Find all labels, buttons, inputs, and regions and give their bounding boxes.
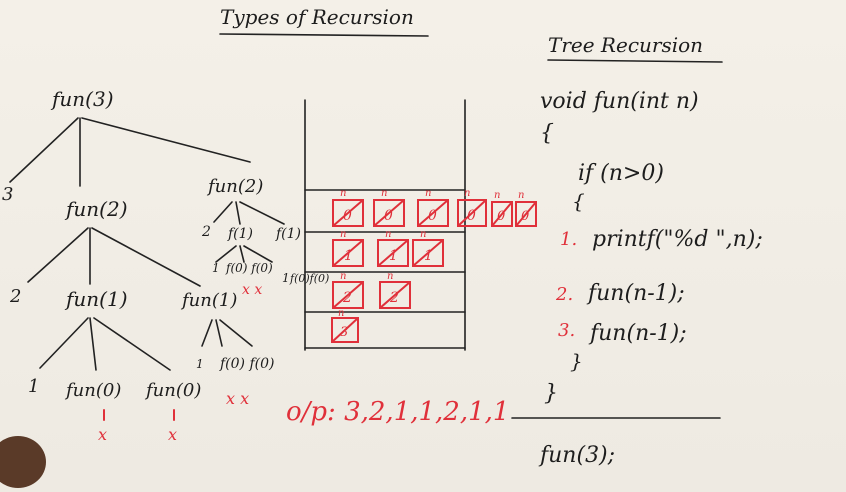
svg-text:0: 0 xyxy=(497,209,505,224)
svg-text:n: n xyxy=(385,229,391,240)
tree-mid-f0-pair: f(0) f(0) xyxy=(219,356,274,372)
code-if-line: if (n>0) xyxy=(578,161,664,186)
tree-root: fun(3) xyxy=(50,87,114,111)
stack-row-1: 0 0 0 0 0 0 xyxy=(332,199,537,227)
svg-text:0: 0 xyxy=(467,208,476,224)
tree-r-f0-pair: f(0) f(0) xyxy=(225,261,273,275)
code-step1: printf("%d ",n); xyxy=(592,227,763,252)
svg-text:n: n xyxy=(340,229,346,240)
tree-l2-right: fun(1) xyxy=(180,290,237,311)
subtitle: Tree Recursion xyxy=(548,33,703,57)
stack-box: 0 xyxy=(457,199,487,227)
tree-r-f1b: f(1) xyxy=(275,226,301,242)
code-open-brace: { xyxy=(540,121,554,146)
code-step3: fun(n-1); xyxy=(588,321,687,346)
svg-text:x x: x x xyxy=(226,389,249,408)
tree-l3-right: fun(0) xyxy=(144,380,201,401)
svg-text:0: 0 xyxy=(521,209,529,224)
title-underline xyxy=(219,33,429,37)
svg-text:1: 1 xyxy=(344,248,353,264)
tree-r-one-b: 1 xyxy=(282,271,290,285)
svg-text:n: n xyxy=(338,308,344,319)
code-inner-open: { xyxy=(572,189,585,213)
svg-text:n: n xyxy=(464,188,470,199)
svg-text:n: n xyxy=(494,190,500,201)
stack-box: 3 xyxy=(331,317,359,343)
stack-box: 0 xyxy=(515,201,537,227)
svg-text:0: 0 xyxy=(343,208,352,224)
page-title: Types of Recursion xyxy=(220,5,414,29)
code-step3-num: 3. xyxy=(558,320,575,341)
svg-text:0: 0 xyxy=(428,208,437,224)
recursion-tree: fun(3) 3 fun(2) fun(2) 2 fun(1) fun(1) 1… xyxy=(2,87,329,444)
tree-r-f1a: f(1) xyxy=(227,226,253,242)
svg-text:n: n xyxy=(381,188,387,199)
tree-r-print: 2 xyxy=(201,224,211,240)
stack-box: 1 xyxy=(412,239,444,267)
code-step2: fun(n-1); xyxy=(586,281,685,306)
code-close-brace: } xyxy=(544,381,558,406)
svg-text:2: 2 xyxy=(389,290,399,306)
stack-box: 0 xyxy=(332,199,364,227)
svg-text:n: n xyxy=(340,271,346,282)
tree-r-one-a: 1 xyxy=(212,261,220,275)
tree-r-f0-pair2: f(0)f(0) xyxy=(289,272,329,285)
svg-text:3: 3 xyxy=(340,325,348,340)
code-step1-num: 1. xyxy=(560,229,577,250)
code-signature: void fun(int n) xyxy=(540,89,699,114)
presenter-hand xyxy=(0,436,46,488)
code-step2-num: 2. xyxy=(555,284,573,305)
tree-l3-left: fun(0) xyxy=(64,380,121,401)
stack-box: 0 xyxy=(373,199,405,227)
svg-text:1: 1 xyxy=(389,248,398,264)
stack-row-4: 3 xyxy=(331,317,359,343)
svg-text:0: 0 xyxy=(384,208,393,224)
stack-box: 1 xyxy=(377,239,409,267)
stack-box: 1 xyxy=(332,239,364,267)
tree-mid-one: 1 xyxy=(196,357,204,371)
stack-row-3: 2 2 xyxy=(332,281,411,309)
tree-l1-right: fun(2) xyxy=(206,176,263,197)
tree-l1-left: fun(2) xyxy=(64,197,128,221)
svg-text:x: x xyxy=(98,425,107,444)
code-inner-close: } xyxy=(570,349,583,373)
tree-l2-left: fun(1) xyxy=(64,287,128,311)
stack-box: 0 xyxy=(417,199,449,227)
tree-l3-print: 1 xyxy=(28,376,39,397)
svg-text:n: n xyxy=(387,271,393,282)
stack-box: 2 xyxy=(379,281,411,309)
output-text: o/p: 3,2,1,1,2,1,1 xyxy=(286,397,509,427)
stack-n-labels: n n n n n n n n n n n n xyxy=(338,188,524,319)
svg-text:x: x xyxy=(168,425,177,444)
subtitle-underline xyxy=(547,59,723,63)
tree-l1-print: 3 xyxy=(2,184,13,205)
stack-box: 2 xyxy=(332,281,364,309)
code-call: fun(3); xyxy=(538,443,615,468)
svg-text:2: 2 xyxy=(342,290,352,306)
svg-text:x x: x x xyxy=(242,282,262,298)
svg-text:n: n xyxy=(518,190,524,201)
tree-l2-print: 2 xyxy=(9,286,21,307)
svg-text:n: n xyxy=(425,188,431,199)
svg-text:1: 1 xyxy=(424,248,433,264)
svg-text:n: n xyxy=(420,229,426,240)
stack-box: 0 xyxy=(491,201,513,227)
stack-row-2: 1 1 1 xyxy=(332,239,444,267)
svg-text:n: n xyxy=(340,188,346,199)
